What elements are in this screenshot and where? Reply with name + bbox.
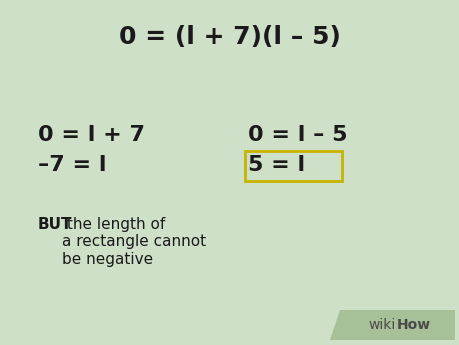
Text: 0 = (l + 7)(l – 5): 0 = (l + 7)(l – 5)	[119, 25, 340, 49]
Polygon shape	[329, 310, 454, 340]
FancyBboxPatch shape	[245, 151, 341, 181]
Text: BUT: BUT	[38, 217, 73, 232]
Text: 0 = l – 5: 0 = l – 5	[247, 125, 347, 145]
Text: wiki: wiki	[368, 318, 395, 332]
Text: How: How	[396, 318, 430, 332]
Text: 0 = l + 7: 0 = l + 7	[38, 125, 145, 145]
Text: the length of
a rectangle cannot
be negative: the length of a rectangle cannot be nega…	[62, 217, 206, 267]
Text: 5 = l: 5 = l	[247, 155, 304, 175]
Text: –7 = l: –7 = l	[38, 155, 106, 175]
